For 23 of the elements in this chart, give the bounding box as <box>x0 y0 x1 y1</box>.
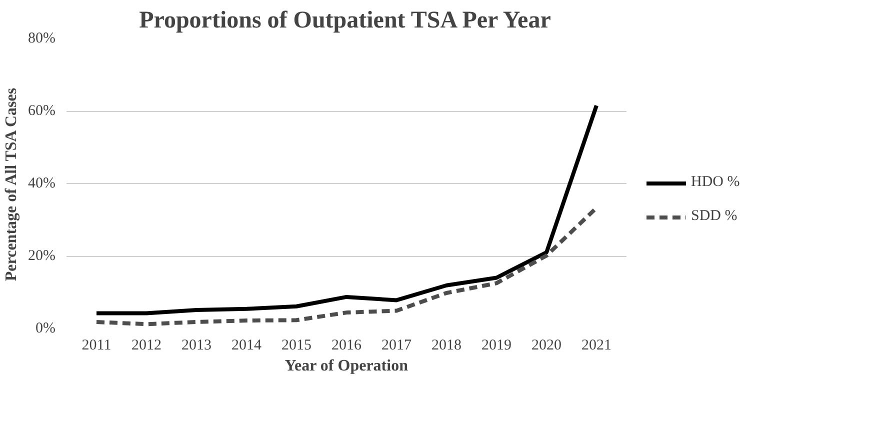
y-tick-label: 0% <box>36 320 56 336</box>
x-tick-label: 2016 <box>332 338 362 354</box>
y-tick-label: 60% <box>28 103 56 119</box>
line-series <box>94 206 598 326</box>
x-tick-label: 2013 <box>182 338 212 354</box>
legend-label: SDD % <box>691 208 738 225</box>
x-tick-label: 2012 <box>132 338 162 354</box>
x-tick-label: 2020 <box>532 338 562 354</box>
y-tick-label: 40% <box>28 176 56 192</box>
x-tick-label: 2021 <box>582 338 612 354</box>
x-tick-label: 2019 <box>482 338 512 354</box>
x-axis-title: Year of Operation <box>284 358 408 374</box>
chart-title: Proportions of Outpatient TSA Per Year <box>139 8 552 34</box>
x-tick-label: 2015 <box>282 338 312 354</box>
x-tick-label: 2018 <box>432 338 462 354</box>
y-tick-label: 80% <box>28 30 56 46</box>
y-tick-label: 20% <box>28 248 56 264</box>
x-tick-label: 2011 <box>82 338 112 354</box>
legend-label: HDO % <box>691 174 740 191</box>
x-tick-label: 2014 <box>232 338 262 354</box>
x-tick-label: 2017 <box>382 338 412 354</box>
line-series <box>94 104 598 316</box>
y-axis-title: Percentage of All TSA Cases <box>3 88 20 282</box>
